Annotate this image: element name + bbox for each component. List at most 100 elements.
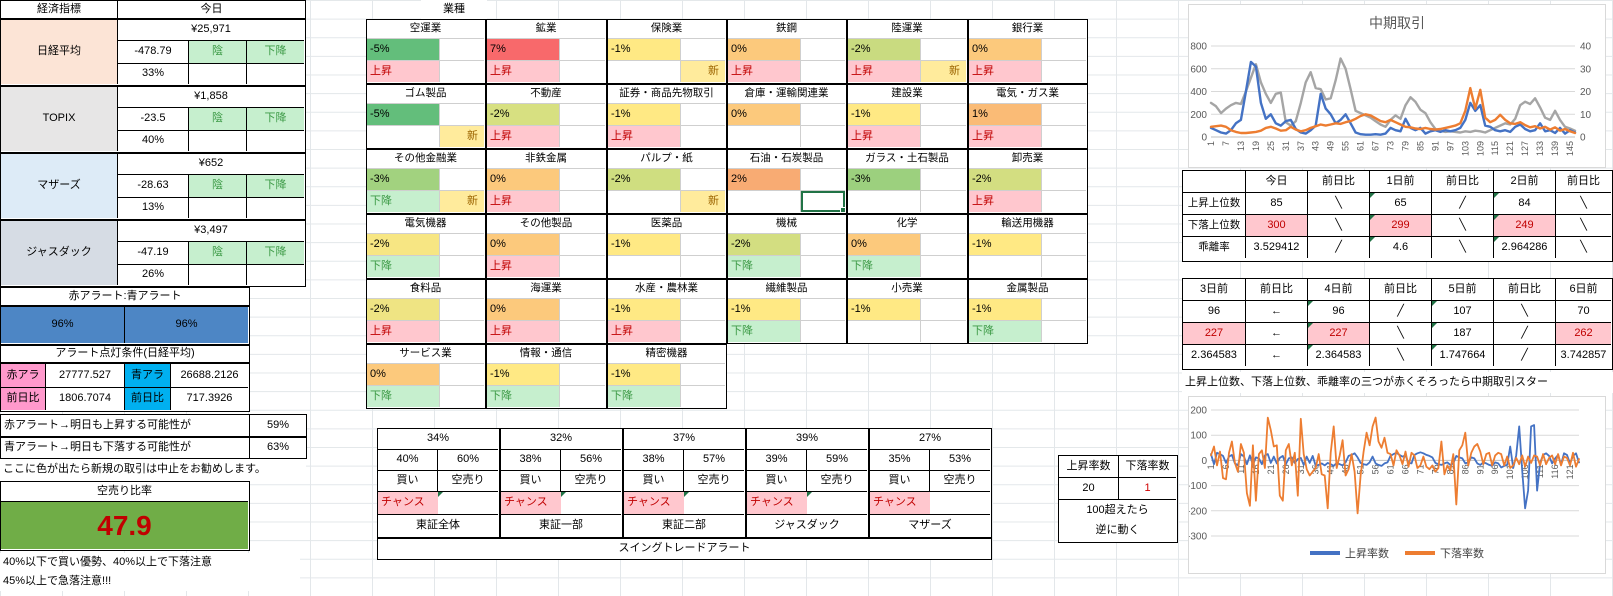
industry-status-cell[interactable]: 下降 — [367, 385, 439, 407]
index-name[interactable]: ジャスダック — [1, 221, 118, 285]
blue-alert-label[interactable]: 青アラ — [125, 364, 171, 388]
history-value-cell[interactable]: 4.6 — [1369, 237, 1431, 258]
industry-status-cell[interactable]: 下降 — [728, 255, 800, 277]
index-price[interactable]: ¥652 — [118, 154, 304, 175]
industry-status-blank[interactable] — [559, 125, 605, 147]
industry-status-blank[interactable] — [1041, 255, 1086, 277]
industry-status-cell[interactable]: 上昇 — [848, 125, 920, 147]
history-value-cell[interactable]: ╱ — [1431, 193, 1493, 215]
industry-status-blank[interactable] — [559, 385, 605, 407]
history-value-cell[interactable]: ╲ — [1369, 345, 1431, 366]
swing-buy-pct[interactable]: 40% — [378, 450, 438, 471]
industry-status-cell[interactable]: 上昇 — [487, 255, 559, 277]
industry-pct-blank[interactable] — [680, 364, 725, 385]
industry-status-blank[interactable] — [680, 320, 725, 342]
history-value-cell[interactable]: 262 — [1555, 323, 1611, 345]
industry-status-blank[interactable] — [800, 125, 845, 147]
history-value-cell[interactable]: 3.742857 — [1555, 345, 1611, 366]
index-blank[interactable] — [247, 64, 304, 84]
industry-status-blank[interactable] — [920, 125, 966, 147]
history-value-cell[interactable]: ← — [1245, 345, 1307, 366]
industry-status-cell[interactable]: 下降 — [848, 255, 920, 277]
red-alert-value-cell[interactable]: 96% — [1, 307, 125, 343]
index-blank[interactable] — [247, 198, 304, 218]
history-value-cell[interactable]: ╲ — [1555, 193, 1611, 215]
industry-pct-blank[interactable] — [439, 299, 484, 320]
index-change[interactable]: -478.79 — [118, 41, 189, 64]
industry-pct-blank[interactable] — [680, 169, 725, 190]
industry-pct-cell[interactable]: -1% — [608, 104, 680, 125]
mid-term-chart[interactable]: 中期取引 0 0 200 10 400 20 600 30 800 40 1 7 13 19 25 31 37 4… — [1188, 4, 1606, 168]
industry-status-blank[interactable] — [559, 60, 605, 82]
history-value-cell[interactable]: 227 — [1307, 323, 1369, 345]
index-name[interactable]: 日経平均 — [1, 20, 118, 84]
history-value-cell[interactable]: 96 — [1307, 301, 1369, 323]
swing-chance-blank[interactable] — [561, 492, 621, 514]
index-change[interactable]: -47.19 — [118, 242, 189, 265]
industry-pct-cell[interactable]: 0% — [728, 104, 800, 125]
industry-new-cell[interactable]: 新 — [680, 60, 725, 82]
industry-status-cell[interactable]: 上昇 — [969, 125, 1041, 147]
industry-status-cell[interactable]: 上昇 — [848, 60, 920, 82]
industry-status-blank[interactable] — [680, 385, 725, 407]
swing-chance-blank[interactable] — [438, 492, 498, 514]
index-price[interactable]: ¥25,971 — [118, 20, 304, 41]
industry-pct-cell[interactable]: -1% — [608, 299, 680, 320]
industry-pct-blank[interactable] — [1041, 169, 1086, 190]
history-value-cell[interactable]: 300 — [1245, 215, 1307, 237]
industry-pct-blank[interactable] — [680, 234, 725, 255]
industry-pct-cell[interactable]: -3% — [848, 169, 920, 190]
swing-sell-pct[interactable]: 56% — [561, 450, 621, 471]
industry-status-cell[interactable]: 下降 — [367, 255, 439, 277]
industry-pct-cell[interactable]: -1% — [608, 234, 680, 255]
industry-pct-cell[interactable]: -3% — [367, 169, 439, 190]
swing-sell-pct[interactable]: 57% — [684, 450, 744, 471]
index-price[interactable]: ¥3,497 — [118, 221, 304, 242]
swing-chance-cell[interactable]: チャンス — [501, 492, 561, 514]
red-alert-label[interactable]: 赤アラ — [1, 364, 46, 388]
index-name[interactable]: TOPIX — [1, 87, 118, 151]
rate-count-chart[interactable]: -300-200-1000100200161116212631364146515… — [1187, 396, 1606, 574]
industry-pct-cell[interactable]: 0% — [367, 364, 439, 385]
industry-status-cell[interactable] — [848, 190, 920, 212]
industry-status-blank[interactable] — [439, 320, 484, 342]
industry-status-blank[interactable] — [1041, 190, 1086, 212]
industry-pct-cell[interactable]: -1% — [848, 299, 920, 320]
industry-pct-cell[interactable]: -1% — [728, 299, 800, 320]
history-value-cell[interactable]: ╱ — [1369, 301, 1431, 323]
swing-buy-pct[interactable]: 35% — [870, 450, 930, 471]
industry-status-blank[interactable] — [439, 60, 484, 82]
history-value-cell[interactable]: 187 — [1431, 323, 1493, 345]
industry-status-blank[interactable] — [559, 190, 605, 212]
index-pct[interactable]: 13% — [118, 198, 189, 218]
swing-sell-pct[interactable]: 59% — [807, 450, 867, 471]
industry-pct-cell[interactable]: 0% — [487, 169, 559, 190]
index-blank[interactable] — [189, 131, 247, 151]
industry-pct-blank[interactable] — [920, 234, 966, 255]
swing-chance-cell[interactable]: チャンス — [870, 492, 930, 514]
industry-status-cell[interactable] — [728, 190, 800, 212]
industry-status-cell[interactable] — [608, 190, 680, 212]
index-change[interactable]: -23.5 — [118, 108, 189, 131]
blue-diff-value[interactable]: 717.3926 — [171, 388, 248, 410]
swing-chance-blank[interactable] — [807, 492, 867, 514]
industry-status-cell[interactable]: 下降 — [608, 385, 680, 407]
swing-buy-pct[interactable]: 38% — [624, 450, 684, 471]
index-pct[interactable]: 26% — [118, 265, 189, 285]
industry-pct-blank[interactable] — [1041, 39, 1086, 60]
history-value-cell[interactable]: 107 — [1431, 301, 1493, 323]
down-count-value[interactable]: 1 — [1119, 478, 1176, 500]
swing-chance-cell[interactable]: チャンス — [378, 492, 438, 514]
history-value-cell[interactable]: ╲ — [1307, 215, 1369, 237]
industry-status-blank[interactable] — [1041, 320, 1086, 342]
industry-status-blank[interactable] — [920, 320, 966, 342]
industry-pct-cell[interactable]: -5% — [367, 104, 439, 125]
history-value-cell[interactable]: ╲ — [1307, 193, 1369, 215]
blue-alert-value-cell[interactable]: 96% — [125, 307, 248, 343]
index-blank[interactable] — [247, 131, 304, 151]
industry-pct-cell[interactable]: 2% — [728, 169, 800, 190]
industry-status-blank[interactable] — [1041, 60, 1086, 82]
industry-status-cell[interactable]: 上昇 — [367, 60, 439, 82]
short-ratio-value[interactable]: 47.9 — [1, 502, 248, 549]
industry-status-cell[interactable] — [728, 125, 800, 147]
